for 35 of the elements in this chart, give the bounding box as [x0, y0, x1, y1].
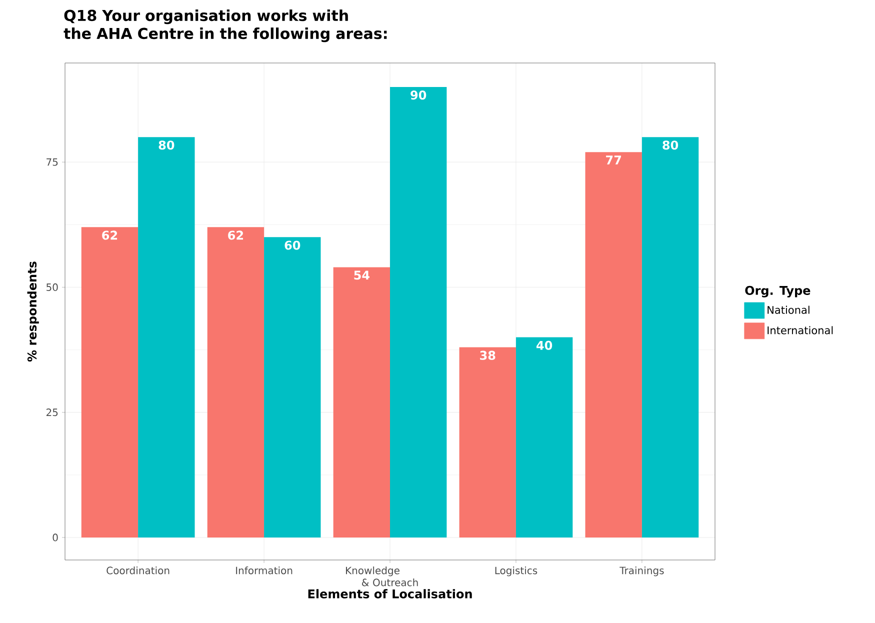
data-label: 62 — [102, 230, 118, 240]
y-tick-label: 50 — [46, 283, 58, 291]
bar — [333, 267, 390, 538]
chart-title: Q18 Your organisation works with the AHA Centre in the following areas: — [64, 10, 387, 42]
data-label: 54 — [354, 270, 370, 280]
y-axis-title: % respondents — [27, 262, 39, 362]
bar — [642, 137, 699, 538]
bar — [81, 227, 138, 538]
bar — [138, 137, 195, 538]
bar — [264, 237, 321, 538]
bar — [516, 337, 573, 538]
y-tick-label: 0 — [52, 534, 58, 542]
data-label: 80 — [662, 140, 678, 150]
bar — [390, 87, 447, 538]
y-tick-label: 75 — [46, 158, 58, 166]
x-tick-label: Knowledge & Outreach — [346, 566, 418, 586]
bar — [207, 227, 264, 538]
y-tick-label: 25 — [46, 408, 58, 416]
data-label: 80 — [158, 140, 174, 150]
bar — [585, 152, 642, 538]
x-tick-label: Trainings — [620, 566, 664, 576]
legend-label: National — [768, 306, 810, 314]
x-tick-label: Coordination — [106, 566, 170, 574]
legend-label: International — [768, 326, 833, 334]
legend-title: Org. Type — [745, 286, 810, 298]
x-tick-label: Information — [236, 566, 292, 574]
data-label: 90 — [410, 90, 426, 100]
x-tick-label: Logistics — [495, 566, 538, 576]
bar — [459, 347, 516, 538]
x-axis-title: Elements of Localisation — [308, 589, 472, 598]
data-label: 60 — [284, 240, 300, 250]
data-label: 62 — [228, 230, 244, 240]
data-label: 77 — [606, 156, 621, 164]
data-label: 38 — [480, 350, 496, 360]
data-label: 40 — [536, 340, 552, 350]
